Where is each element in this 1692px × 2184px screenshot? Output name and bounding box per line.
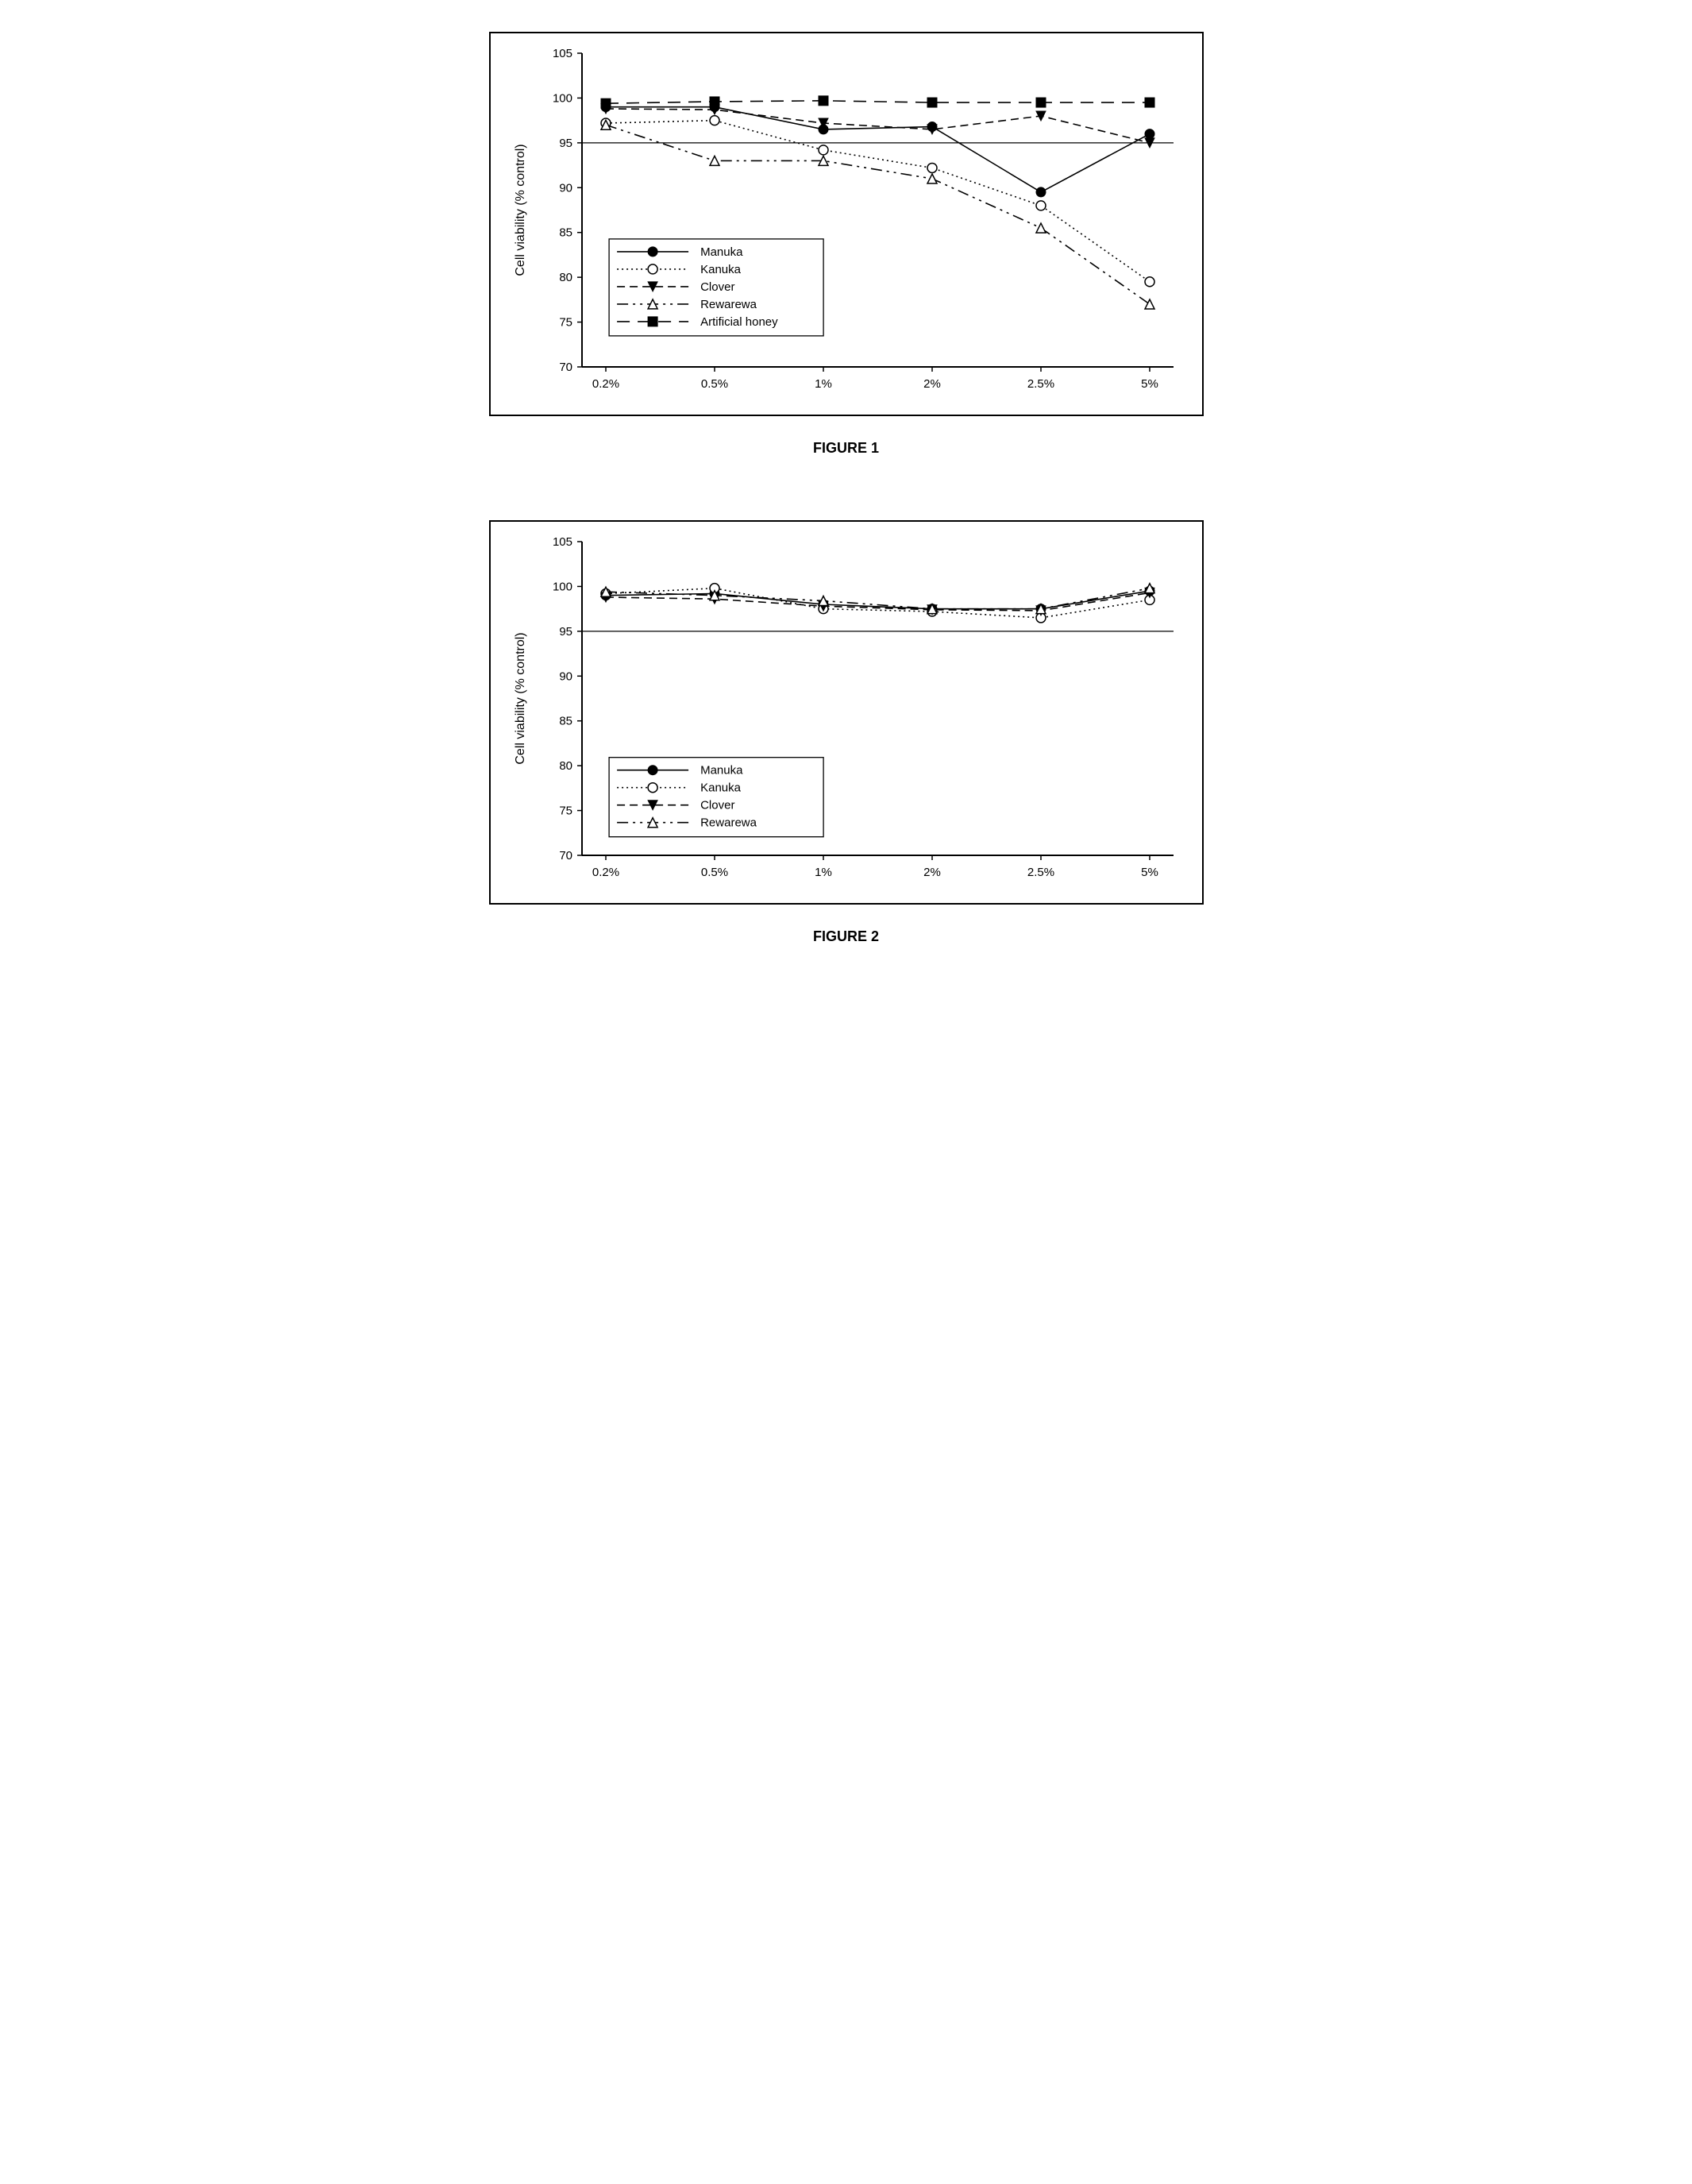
figure-1-chart: 70 75 80 85 90 95 100 105 0.2% 0.5% 1% 2% 2.5% 5% Cell…	[499, 41, 1197, 407]
svg-text:0.5%: 0.5%	[700, 866, 727, 879]
svg-text:Clover: Clover	[700, 799, 734, 812]
svg-text:Manuka: Manuka	[700, 764, 743, 778]
svg-text:2%: 2%	[923, 377, 941, 391]
svg-text:Cell viability (% control): Cell viability (% control)	[514, 144, 527, 276]
svg-text:105: 105	[552, 47, 572, 60]
svg-text:Kanuka: Kanuka	[700, 263, 742, 276]
svg-text:95: 95	[559, 137, 572, 150]
svg-text:5%: 5%	[1141, 866, 1158, 879]
figure-1-frame: 70 75 80 85 90 95 100 105 0.2% 0.5% 1% 2% 2.5% 5% Cell…	[489, 32, 1204, 416]
svg-text:85: 85	[559, 226, 572, 240]
svg-text:Rewarewa: Rewarewa	[700, 816, 757, 830]
svg-text:75: 75	[559, 316, 572, 330]
figure-2-caption: FIGURE 2	[32, 928, 1660, 945]
svg-text:5%: 5%	[1141, 377, 1158, 391]
svg-text:95: 95	[559, 625, 572, 639]
svg-text:Manuka: Manuka	[700, 245, 743, 259]
svg-text:2.5%: 2.5%	[1027, 377, 1054, 391]
svg-text:70: 70	[559, 849, 572, 862]
figure-1-caption: FIGURE 1	[32, 440, 1660, 457]
svg-text:100: 100	[552, 91, 572, 105]
svg-text:90: 90	[559, 181, 572, 195]
svg-text:90: 90	[559, 669, 572, 683]
svg-text:Cell viability (% control): Cell viability (% control)	[514, 632, 527, 764]
figure-2-frame: 70 75 80 85 90 95 100 105 0.2% 0.5% 1% 2% 2.5% 5% Cell…	[489, 520, 1204, 905]
svg-text:Clover: Clover	[700, 280, 734, 294]
svg-text:100: 100	[552, 580, 572, 593]
svg-text:1%: 1%	[815, 866, 832, 879]
svg-text:0.2%: 0.2%	[592, 377, 619, 391]
svg-text:Rewarewa: Rewarewa	[700, 298, 757, 311]
svg-text:0.2%: 0.2%	[592, 866, 619, 879]
svg-text:Artificial honey: Artificial honey	[700, 315, 778, 329]
svg-text:70: 70	[559, 361, 572, 374]
svg-text:Kanuka: Kanuka	[700, 781, 742, 795]
svg-text:0.5%: 0.5%	[700, 377, 727, 391]
svg-text:1%: 1%	[815, 377, 832, 391]
svg-text:2.5%: 2.5%	[1027, 866, 1054, 879]
svg-text:80: 80	[559, 759, 572, 773]
svg-text:105: 105	[552, 535, 572, 549]
svg-text:2%: 2%	[923, 866, 941, 879]
svg-text:80: 80	[559, 271, 572, 284]
svg-text:85: 85	[559, 715, 572, 728]
figure-2-chart: 70 75 80 85 90 95 100 105 0.2% 0.5% 1% 2% 2.5% 5% Cell…	[499, 530, 1197, 895]
svg-text:75: 75	[559, 805, 572, 818]
